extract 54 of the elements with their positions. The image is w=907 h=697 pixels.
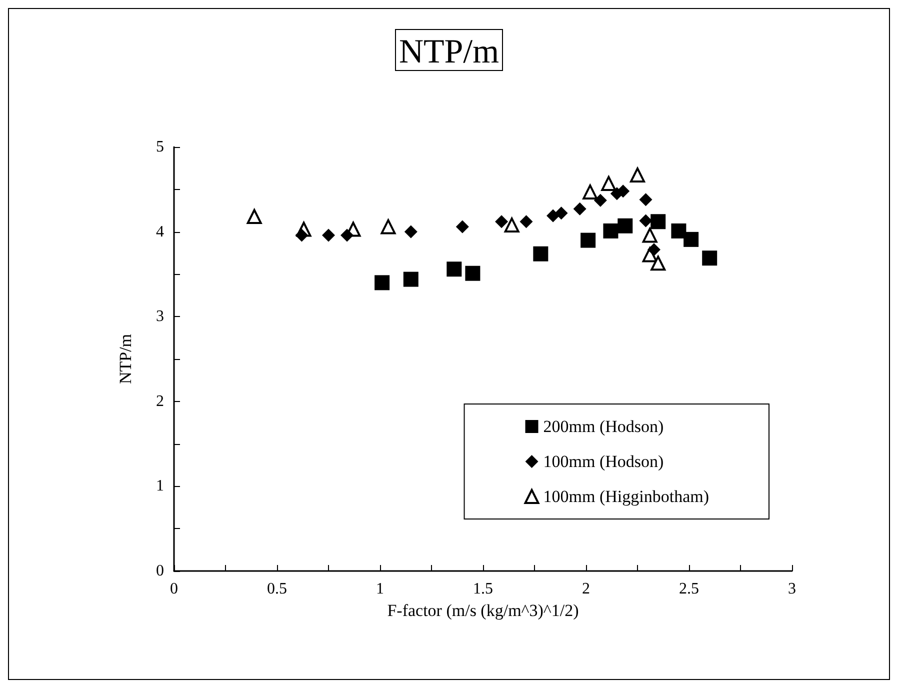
legend-label: 200mm (Hodson) xyxy=(543,417,664,436)
point xyxy=(456,220,469,234)
point xyxy=(504,218,520,233)
point xyxy=(618,218,633,234)
point xyxy=(580,232,596,248)
chart-title: NTP/m xyxy=(398,34,500,70)
point xyxy=(404,225,418,238)
x-tick-label: 3 xyxy=(788,580,796,598)
y-tick-label: 2 xyxy=(156,392,164,410)
point xyxy=(671,223,686,238)
point xyxy=(639,193,652,206)
point xyxy=(533,246,548,262)
point xyxy=(546,209,560,222)
y-tick-label: 5 xyxy=(156,138,164,156)
point xyxy=(465,266,480,281)
point xyxy=(495,215,508,228)
point xyxy=(340,228,354,242)
x-tick-label: 1.5 xyxy=(473,580,493,598)
point xyxy=(650,214,666,230)
point xyxy=(647,243,660,256)
point xyxy=(295,228,308,242)
point xyxy=(639,214,652,228)
x-tick-label: 1 xyxy=(376,580,384,598)
point xyxy=(616,184,630,198)
point xyxy=(582,184,598,200)
point xyxy=(520,215,533,228)
point xyxy=(246,209,262,224)
point xyxy=(446,262,462,277)
x-tick-label: 0.5 xyxy=(267,580,287,598)
point xyxy=(630,167,645,182)
legend-label: 100mm (Higginbotham) xyxy=(543,487,709,506)
x-tick-label: 0 xyxy=(170,580,178,598)
point xyxy=(603,223,618,238)
y-axis-title: NTP/m xyxy=(116,334,135,384)
point xyxy=(642,228,658,243)
point xyxy=(650,256,666,271)
point xyxy=(594,194,607,207)
point xyxy=(380,219,396,234)
y-tick-label: 0 xyxy=(156,562,164,580)
x-tick-label: 2 xyxy=(582,580,590,598)
legend-label: 100mm (Hodson) xyxy=(543,452,664,471)
point xyxy=(554,206,568,220)
y-tick-label: 1 xyxy=(156,478,164,495)
point xyxy=(684,232,699,247)
point xyxy=(403,272,418,287)
point xyxy=(374,275,390,290)
point xyxy=(573,202,586,216)
point xyxy=(702,250,718,266)
y-tick-label: 3 xyxy=(156,308,164,326)
x-axis-title: F-factor (m/s (kg/m^3)^1/2) xyxy=(387,600,579,620)
y-tick-label: 4 xyxy=(156,223,164,240)
point xyxy=(322,228,335,242)
point xyxy=(601,176,616,191)
x-tick-label: 2.5 xyxy=(679,580,699,598)
